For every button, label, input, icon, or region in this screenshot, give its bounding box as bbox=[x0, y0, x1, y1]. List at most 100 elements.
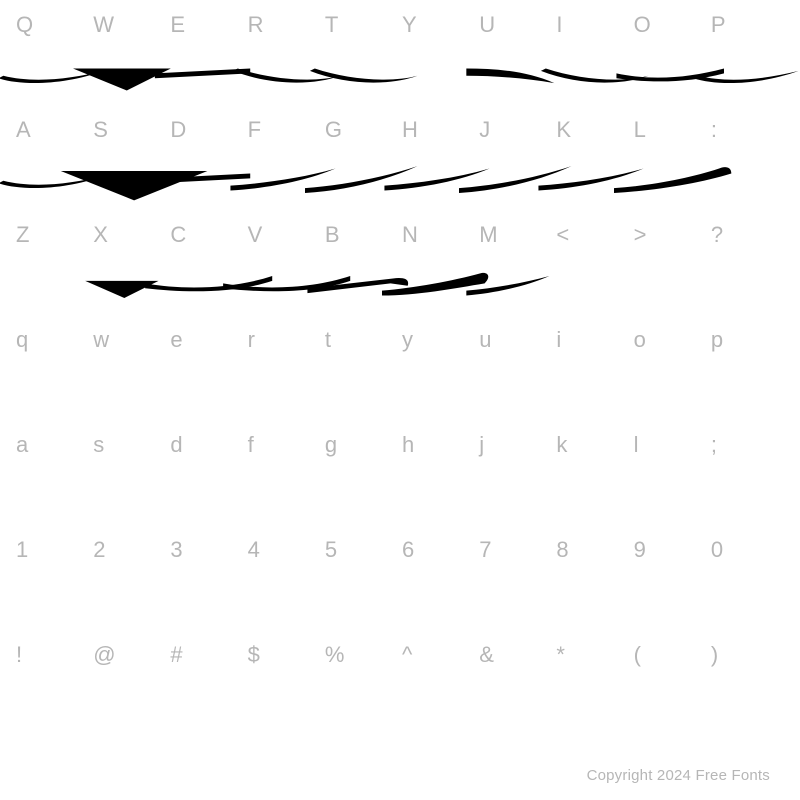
char-label: l bbox=[632, 432, 709, 458]
char-label: Y bbox=[400, 12, 477, 38]
label-row: asdfghjkl; bbox=[14, 432, 786, 481]
glyph-cell bbox=[632, 586, 709, 630]
char-label: k bbox=[554, 432, 631, 458]
char-label: S bbox=[91, 117, 168, 143]
glyph-cell bbox=[554, 691, 631, 735]
glyph-cell bbox=[91, 691, 168, 735]
glyph-cell bbox=[400, 376, 477, 420]
glyph-cell bbox=[632, 166, 709, 210]
label-row: ASDFGHJKL: bbox=[14, 117, 786, 166]
char-label: 8 bbox=[554, 537, 631, 563]
char-label: f bbox=[246, 432, 323, 458]
label-row: 1234567890 bbox=[14, 537, 786, 586]
glyph-swash-icon bbox=[614, 160, 724, 204]
char-label: > bbox=[632, 222, 709, 248]
glyph-cell bbox=[477, 691, 554, 735]
label-row: ZXCVBNM<>? bbox=[14, 222, 786, 271]
char-label: q bbox=[14, 327, 91, 353]
char-label: U bbox=[477, 12, 554, 38]
char-label: N bbox=[400, 222, 477, 248]
glyph-cell bbox=[323, 691, 400, 735]
char-label: 7 bbox=[477, 537, 554, 563]
char-label: % bbox=[323, 642, 400, 668]
char-label: ! bbox=[14, 642, 91, 668]
char-label: p bbox=[709, 327, 786, 353]
char-label: a bbox=[14, 432, 91, 458]
glyph-cell bbox=[477, 271, 554, 315]
char-label: J bbox=[477, 117, 554, 143]
glyph-cell bbox=[709, 61, 786, 105]
glyph-cell bbox=[246, 691, 323, 735]
glyph-cell bbox=[14, 376, 91, 420]
glyph-cell bbox=[400, 691, 477, 735]
char-label: 5 bbox=[323, 537, 400, 563]
char-label: d bbox=[168, 432, 245, 458]
char-label: r bbox=[246, 327, 323, 353]
glyph-cell bbox=[323, 481, 400, 525]
char-label: s bbox=[91, 432, 168, 458]
glyph-cell bbox=[91, 586, 168, 630]
char-label: E bbox=[168, 12, 245, 38]
glyph-cell bbox=[632, 691, 709, 735]
char-label: V bbox=[246, 222, 323, 248]
glyph-cell bbox=[14, 586, 91, 630]
glyph-cell bbox=[246, 481, 323, 525]
glyph-cell bbox=[709, 481, 786, 525]
glyph-cell bbox=[709, 586, 786, 630]
glyph-row bbox=[14, 691, 786, 735]
char-label: K bbox=[554, 117, 631, 143]
glyph-cell bbox=[168, 481, 245, 525]
glyph-swash-icon bbox=[691, 55, 800, 99]
glyph-swash-icon bbox=[305, 55, 415, 99]
char-label: ) bbox=[709, 642, 786, 668]
glyph-cell bbox=[14, 481, 91, 525]
glyph-cell bbox=[246, 586, 323, 630]
char-label: ( bbox=[632, 642, 709, 668]
copyright-text: Copyright 2024 Free Fonts bbox=[587, 767, 770, 784]
char-label: ? bbox=[709, 222, 786, 248]
char-label: 3 bbox=[168, 537, 245, 563]
char-label: H bbox=[400, 117, 477, 143]
glyph-cell bbox=[323, 376, 400, 420]
char-label: R bbox=[246, 12, 323, 38]
char-label: w bbox=[91, 327, 168, 353]
glyph-cell bbox=[168, 691, 245, 735]
glyph-cell bbox=[709, 376, 786, 420]
glyph-cell bbox=[632, 376, 709, 420]
glyph-row bbox=[14, 376, 786, 420]
char-label: A bbox=[14, 117, 91, 143]
glyph-cell bbox=[477, 586, 554, 630]
char-label: o bbox=[632, 327, 709, 353]
glyph-cell bbox=[554, 271, 631, 315]
char-label: O bbox=[632, 12, 709, 38]
char-label: B bbox=[323, 222, 400, 248]
char-label: ^ bbox=[400, 642, 477, 668]
glyph-cell bbox=[14, 691, 91, 735]
glyph-cell bbox=[632, 271, 709, 315]
char-label: G bbox=[323, 117, 400, 143]
label-row: !@#$%^&*() bbox=[14, 642, 786, 691]
char-label: M bbox=[477, 222, 554, 248]
char-label: g bbox=[323, 432, 400, 458]
glyph-cell bbox=[168, 586, 245, 630]
char-label: 4 bbox=[246, 537, 323, 563]
char-label: @ bbox=[91, 642, 168, 668]
char-label: j bbox=[477, 432, 554, 458]
glyph-cell bbox=[91, 481, 168, 525]
char-label: W bbox=[91, 12, 168, 38]
glyph-swash-icon bbox=[459, 265, 569, 309]
char-label: Z bbox=[14, 222, 91, 248]
glyph-row bbox=[14, 61, 786, 105]
label-row: qwertyuiop bbox=[14, 327, 786, 376]
glyph-cell bbox=[91, 376, 168, 420]
glyph-row bbox=[14, 586, 786, 630]
char-label: $ bbox=[246, 642, 323, 668]
glyph-cell bbox=[400, 481, 477, 525]
glyph-cell bbox=[554, 376, 631, 420]
char-label: P bbox=[709, 12, 786, 38]
char-label: C bbox=[168, 222, 245, 248]
label-row: QWERTYUIOP bbox=[14, 12, 786, 61]
glyph-cell bbox=[168, 376, 245, 420]
char-label: 0 bbox=[709, 537, 786, 563]
char-label: & bbox=[477, 642, 554, 668]
